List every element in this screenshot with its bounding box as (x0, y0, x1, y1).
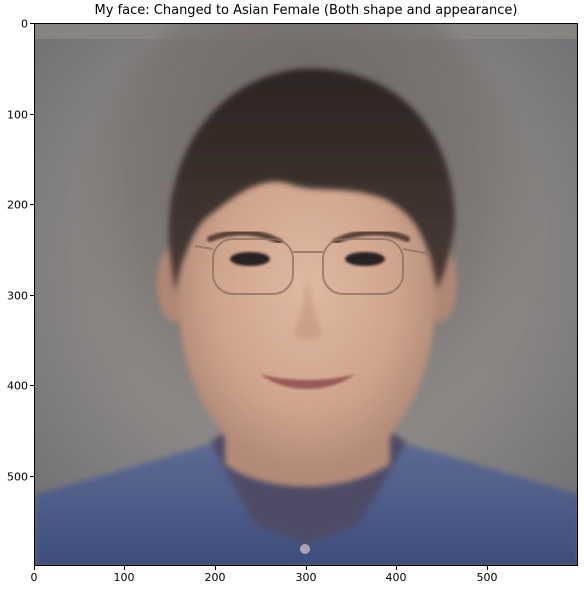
x-tick-label-300: 300 (295, 571, 317, 584)
glasses-right-arm (402, 248, 431, 255)
left-eye (230, 252, 270, 266)
x-tick-500 (487, 566, 488, 570)
chart-title: My face: Changed to Asian Female (Both s… (94, 3, 518, 18)
x-tick-label-200: 200 (204, 571, 226, 584)
y-tick-100 (30, 114, 34, 115)
hair (168, 68, 456, 292)
glasses-left-lens (212, 238, 294, 295)
y-tick-label-300: 300 (7, 289, 28, 303)
x-tick-label-100: 100 (113, 571, 135, 584)
y-tick-label-400: 400 (7, 379, 28, 393)
glasses (194, 238, 431, 295)
x-tick-200 (215, 566, 216, 570)
x-tick-label-0: 0 (30, 571, 38, 584)
x-tick-100 (124, 566, 125, 570)
x-tick-label-500: 500 (476, 571, 498, 584)
nose (293, 274, 323, 340)
x-tick-300 (306, 566, 307, 570)
y-tick-500 (30, 476, 34, 477)
right-eye (345, 252, 385, 266)
y-tick-label-200: 200 (7, 198, 28, 212)
y-tick-label-100: 100 (7, 108, 28, 122)
glasses-left-arm (194, 245, 214, 250)
mouth (260, 374, 355, 389)
y-tick-label-0: 0 (21, 17, 28, 31)
x-tick-0 (34, 566, 35, 570)
x-tick-label-400: 400 (385, 571, 407, 584)
face-image (35, 24, 577, 565)
y-tick-0 (30, 23, 34, 24)
y-tick-400 (30, 385, 34, 386)
y-tick-label-500: 500 (7, 470, 28, 484)
x-tick-400 (396, 566, 397, 570)
shirt-button (300, 544, 310, 554)
y-tick-300 (30, 295, 34, 296)
y-tick-200 (30, 204, 34, 205)
glasses-right-lens (322, 238, 404, 295)
plot-area (34, 23, 578, 566)
